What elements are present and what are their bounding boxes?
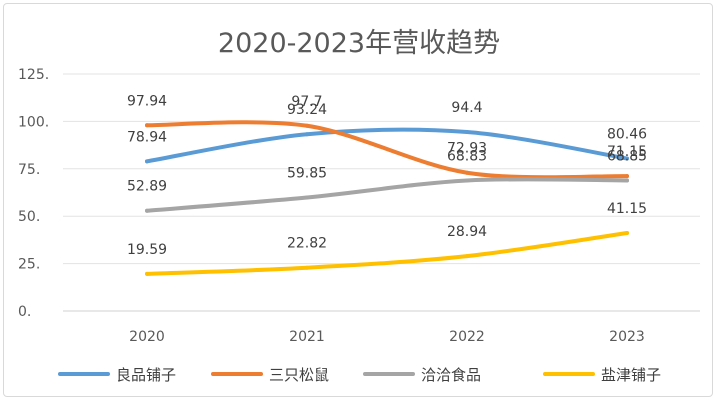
data-label: 41.15 (607, 201, 647, 217)
x-tick-label: 2020 (129, 329, 165, 345)
x-axis-ticks: 2020 2021 2022 2023 (129, 329, 645, 345)
x-tick-label: 2021 (289, 329, 325, 345)
data-point (625, 178, 629, 183)
y-tick-label: 50. (18, 209, 40, 225)
data-label: 71.15 (607, 144, 647, 160)
chart-title: 2020-2023年营收趋势 (218, 28, 500, 59)
data-label: 59.85 (287, 166, 327, 182)
y-tick-label: 25. (18, 257, 40, 273)
data-labels: 78.94 93.24 94.4 80.46 97.94 97.7 72.93 71.15 52… (127, 93, 647, 258)
legend-label: 洽洽食品 (421, 366, 481, 384)
y-tick-label: 0. (18, 304, 31, 320)
legend-label: 良品铺子 (116, 366, 176, 384)
data-label: 80.46 (607, 126, 647, 142)
data-label: 94.4 (451, 100, 482, 116)
series-line (145, 230, 629, 276)
data-label: 72.93 (447, 141, 487, 157)
chart-frame (3, 3, 713, 397)
x-tick-label: 2023 (609, 329, 645, 345)
data-point (305, 265, 309, 270)
series-line (145, 177, 629, 213)
legend-label: 盐津铺子 (601, 366, 661, 384)
data-label: 97.7 (291, 94, 322, 110)
y-tick-label: 75. (18, 162, 40, 178)
data-point (625, 230, 629, 235)
data-label: 78.94 (127, 129, 167, 145)
data-point (145, 123, 149, 128)
legend-label: 三只松鼠 (269, 366, 329, 384)
data-point (145, 159, 149, 164)
data-point (465, 130, 469, 135)
data-label: 93.24 (287, 102, 327, 118)
data-point (145, 271, 149, 276)
data-point (305, 132, 309, 137)
data-point (465, 178, 469, 183)
series-line (145, 120, 629, 180)
data-point (625, 174, 629, 179)
y-tick-label: 100. (18, 114, 49, 130)
data-point (145, 208, 149, 213)
data-point (465, 170, 469, 175)
series-lines (145, 120, 629, 276)
data-label: 68.83 (447, 148, 487, 164)
gridlines (63, 73, 700, 312)
y-axis-ticks: 0. 25. 50. 75. 100. 125. (18, 67, 49, 320)
data-point (625, 156, 629, 161)
data-point (465, 254, 469, 259)
y-tick-label: 125. (18, 67, 49, 83)
x-tick-label: 2022 (449, 329, 485, 345)
data-label: 19.59 (127, 242, 167, 258)
data-label: 97.94 (127, 93, 167, 109)
data-label: 28.94 (447, 224, 487, 240)
legend: 良品铺子 三只松鼠 洽洽食品 盐津铺子 (58, 366, 661, 384)
series-line (145, 127, 629, 164)
data-point (305, 195, 309, 200)
data-point (305, 123, 309, 128)
data-label: 52.89 (127, 179, 167, 195)
data-label: 22.82 (287, 236, 327, 252)
data-label: 68.85 (607, 148, 647, 164)
